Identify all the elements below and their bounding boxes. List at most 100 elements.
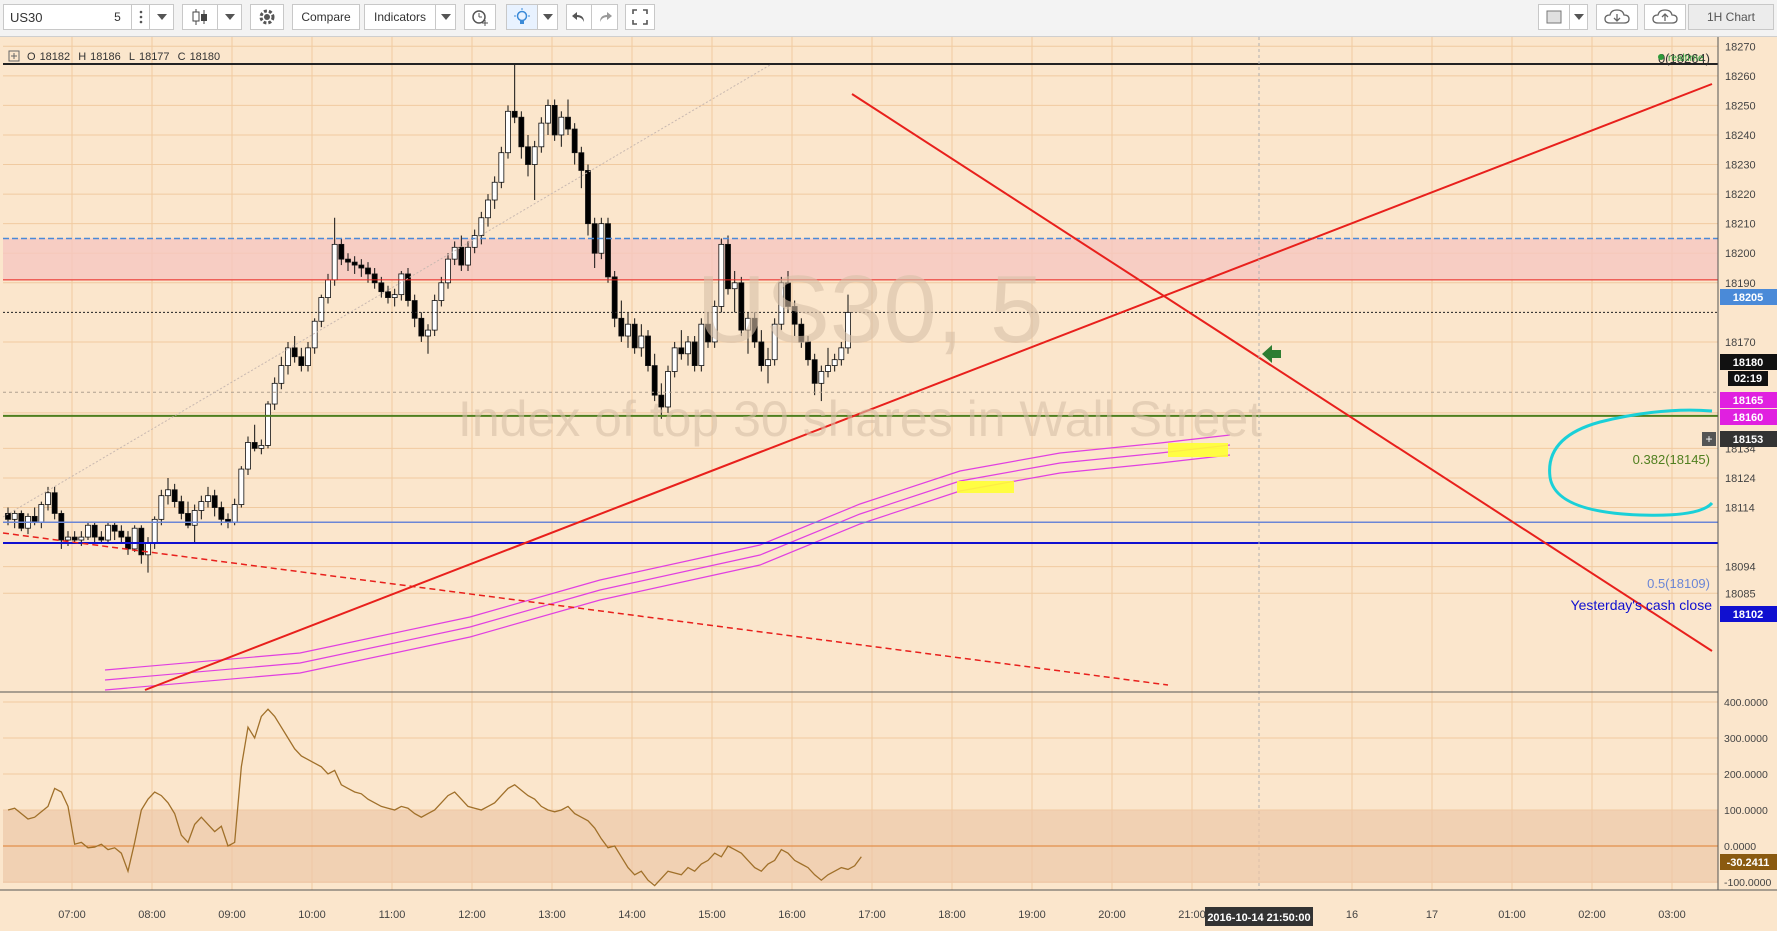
falling-trendline[interactable]: [851, 93, 1713, 652]
badge-countdown: 02:19: [1728, 371, 1768, 386]
rectangle-dropdown[interactable]: [1570, 4, 1588, 30]
redo-button[interactable]: [592, 4, 618, 30]
candle-body: [371, 273, 378, 284]
support-highlight-2: [1168, 443, 1228, 457]
candle-body: [338, 243, 345, 260]
candle-body: [485, 199, 491, 219]
chart-mode-button[interactable]: 1H Chart: [1688, 4, 1774, 30]
time-tick-label: 17: [1426, 909, 1438, 921]
save-layout-button[interactable]: [1644, 4, 1686, 30]
kebab-icon: [139, 10, 142, 24]
realtime-dot-icon: [1658, 54, 1664, 60]
fib-0-label: 0(18264): [1658, 51, 1710, 66]
svg-text:18102: 18102: [1733, 609, 1764, 621]
alert-button[interactable]: [464, 4, 496, 30]
candle-body: [445, 258, 451, 284]
svg-text:-30.2411: -30.2411: [1727, 857, 1770, 869]
candle-body: [585, 170, 591, 225]
candle-body: [745, 317, 751, 331]
price-tick-label: 18230: [1725, 160, 1756, 172]
candle-body: [91, 524, 98, 538]
ma-line: [104, 454, 1231, 691]
candle-body: [731, 282, 738, 290]
candle-body: [111, 524, 118, 532]
candle-body: [691, 341, 698, 366]
candle-body: [58, 513, 65, 541]
candle-body: [145, 542, 151, 556]
chevron-down-icon: [156, 14, 167, 20]
candle-body: [45, 492, 51, 505]
ideas-button[interactable]: [506, 4, 538, 30]
candle-body: [758, 341, 765, 366]
candle-body: [105, 524, 111, 541]
interval-select[interactable]: 5: [104, 4, 132, 30]
candle-body: [98, 536, 105, 541]
interval-dropdown-button[interactable]: [150, 4, 174, 30]
candle-body: [818, 371, 825, 384]
candle-body: [365, 267, 371, 275]
candle-body: [358, 264, 365, 269]
candle-body: [478, 217, 485, 236]
fib-5-label: 0.5(18109): [1647, 576, 1710, 591]
candle-body: [785, 282, 791, 307]
candle-body: [71, 536, 78, 541]
candle-body: [251, 442, 258, 449]
undo-button[interactable]: [566, 4, 592, 30]
osc-tick-label: 400.0000: [1724, 697, 1768, 709]
candle-body: [698, 323, 705, 366]
candle-body: [431, 300, 438, 331]
rising-trendline[interactable]: [144, 83, 1713, 691]
candle-body: [351, 261, 358, 266]
candle-body: [705, 323, 711, 343]
resistance-zone: [3, 238, 1718, 280]
indicators-button[interactable]: Indicators: [364, 4, 436, 30]
candle-body: [605, 223, 611, 278]
candle-body: [325, 279, 331, 298]
chart-style-dropdown[interactable]: [218, 4, 242, 30]
price-tick-label: 18250: [1725, 100, 1756, 112]
candle-body: [811, 359, 818, 384]
time-axis[interactable]: [0, 890, 1777, 926]
chart-canvas[interactable]: US30, 5 Index of top 30 shares in Wall S…: [0, 37, 1777, 926]
svg-text:02:19: 02:19: [1734, 373, 1762, 385]
compare-button[interactable]: Compare: [292, 4, 360, 30]
chart-style-button[interactable]: [182, 4, 218, 30]
candle-body: [771, 323, 778, 361]
fib-382-label: 0.382(18145): [1633, 452, 1710, 467]
add-level-button[interactable]: +: [1702, 432, 1716, 446]
time-cursor-badge: 2016-10-14 21:50:00: [1205, 907, 1313, 926]
dashed-downtrend-line[interactable]: [2, 532, 1169, 686]
badge-oscillator-current: -30.2411: [1720, 854, 1777, 870]
candle-body: [258, 445, 265, 449]
candle-body: [418, 317, 425, 337]
price-tick-label: 18220: [1725, 189, 1756, 201]
indicators-dropdown[interactable]: [436, 4, 456, 30]
rectangle-icon: [1546, 10, 1562, 24]
candle-body: [138, 527, 145, 556]
candle-body: [185, 513, 191, 526]
candle-body: [411, 300, 418, 319]
candle-body: [245, 442, 251, 470]
chart-area[interactable]: US30, 5 Index of top 30 shares in Wall S…: [0, 37, 1777, 926]
drawing-rectangle-button[interactable]: [1538, 4, 1570, 30]
collapse-legend-icon[interactable]: [8, 50, 20, 62]
candle-body: [545, 104, 551, 124]
candle-body: [65, 536, 71, 541]
candle-body: [238, 468, 245, 505]
price-axis-ticks: 18270 18260 18250 18240 18230 18220 18210 18200…: [1725, 41, 1756, 600]
interval-menu-button[interactable]: [132, 4, 150, 30]
load-layout-button[interactable]: [1596, 4, 1638, 30]
fullscreen-button[interactable]: [625, 4, 655, 30]
candle-body: [718, 243, 725, 307]
candle-body: [318, 297, 325, 322]
time-tick-label: 10:00: [298, 909, 326, 921]
price-axis[interactable]: [1718, 37, 1777, 890]
candle-body: [165, 489, 171, 497]
settings-button[interactable]: [250, 4, 284, 30]
candle-body: [631, 323, 638, 349]
osc-tick-label: 0.0000: [1724, 841, 1756, 853]
gear-icon: [259, 9, 275, 25]
chevron-down-icon: [224, 14, 235, 20]
candle-body: [298, 356, 305, 366]
ideas-dropdown[interactable]: [538, 4, 558, 30]
